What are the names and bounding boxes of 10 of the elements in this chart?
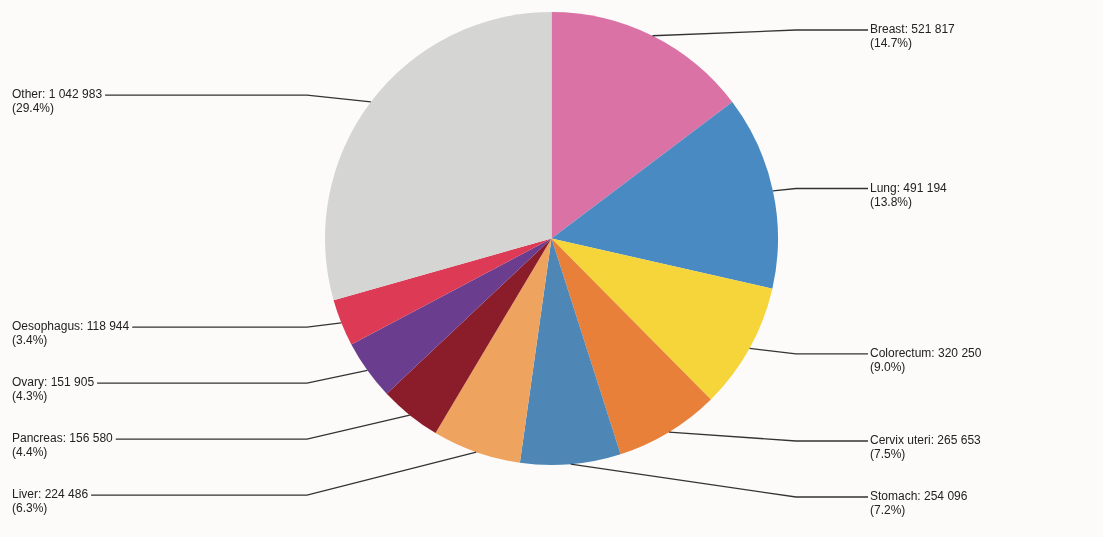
slice-label: Cervix uteri: 265 653 (7.5%) (870, 433, 982, 462)
slice-label: Other: 1 042 983 (29.4%) (12, 87, 103, 116)
slice-label: Colorectum: 320 250 (9.0%) (870, 346, 982, 375)
slice-label: Stomach: 254 096 (7.2%) (870, 489, 968, 518)
slice-label: Oesophagus: 118 944 (3.4%) (12, 319, 130, 348)
slice-label: Ovary: 151 905 (4.3%) (12, 375, 95, 404)
slice-label: Breast: 521 817 (14.7%) (870, 22, 956, 51)
slice-label: Pancreas: 156 580 (4.4%) (12, 431, 114, 460)
slice-label: Liver: 224 486 (6.3%) (12, 487, 89, 516)
slice-label: Lung: 491 194 (13.8%) (870, 180, 948, 209)
